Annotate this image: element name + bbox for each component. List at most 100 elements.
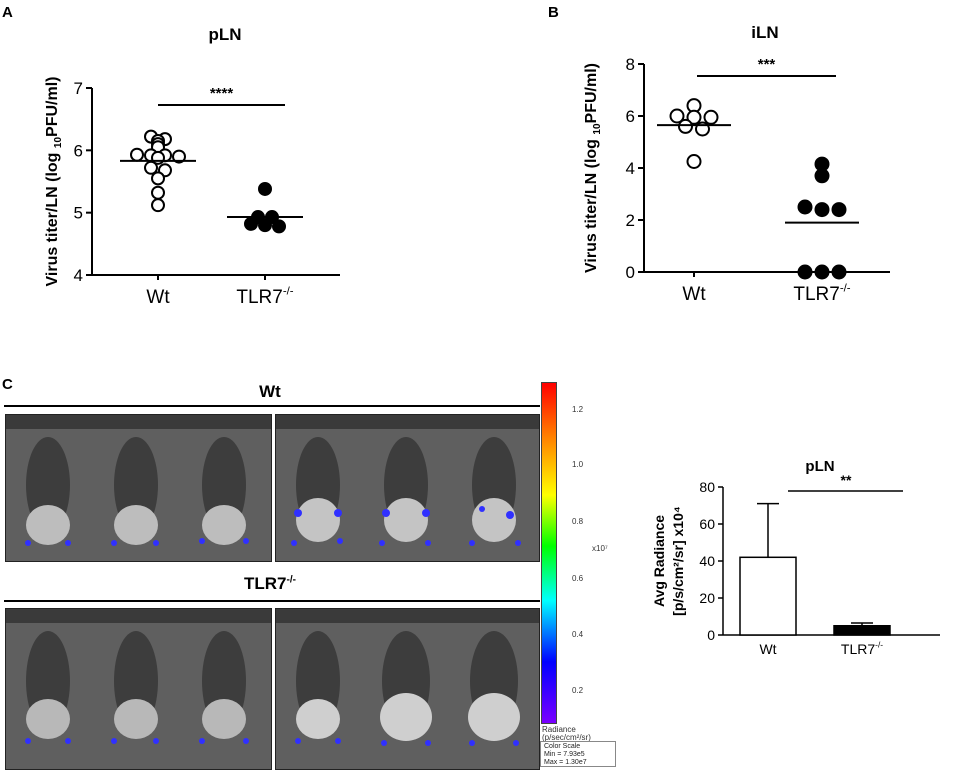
y-axis-label-post: PFU/ml) xyxy=(44,77,61,137)
colorbar-unit-line1: Radiance xyxy=(542,725,576,734)
data-point-open xyxy=(151,198,165,213)
data-point-filled xyxy=(258,181,272,196)
y-tick-label: 7 xyxy=(74,79,83,98)
y-tick-label: 20 xyxy=(699,590,715,606)
data-point-filled xyxy=(814,168,830,184)
y-axis-label-post: PFU/ml) xyxy=(583,63,600,123)
colorbar-tick: 1.2 xyxy=(572,405,584,414)
y-tick-label: 8 xyxy=(626,55,635,74)
significance-label: *** xyxy=(758,56,776,73)
chart-a-pln-virus-titer: pLN 4 5 6 7 Virus titer/LN (log 10PFU/ml) Wt TL… xyxy=(44,25,340,308)
y-axis-label: Virus titer/LN (log 10PFU/ml) xyxy=(583,63,603,273)
panel-label-c: C xyxy=(2,376,13,393)
radiance-colorbar xyxy=(541,382,557,724)
data-point-filled xyxy=(244,216,258,231)
x-category-label-main: Wt xyxy=(759,641,776,657)
colorbar-tick: 1.0 xyxy=(572,460,584,469)
data-point-open xyxy=(151,171,165,186)
chart-title: iLN xyxy=(751,23,778,42)
colorbar-unit-line2: (p/sec/cm²/sr) xyxy=(542,733,591,742)
x-category-label-main: Wt xyxy=(682,284,706,305)
y-tick-label: 2 xyxy=(626,211,635,230)
x-category-label-main: Wt xyxy=(146,287,170,308)
tlr7-group-title: TLR7-/- xyxy=(220,574,320,594)
tlr7-group-title-main: TLR7 xyxy=(244,574,287,593)
y-tick-label: 5 xyxy=(74,204,83,223)
data-point-filled xyxy=(797,264,813,280)
panel-label-a: A xyxy=(2,4,13,21)
x-category-label-sup: -/- xyxy=(283,285,294,297)
color-scale-title: Color Scale xyxy=(544,743,581,750)
tlr7-group-rule xyxy=(4,600,540,602)
data-point-filled xyxy=(814,202,830,218)
significance-label: ** xyxy=(841,472,852,488)
wt-group-rule xyxy=(4,405,540,407)
x-category-label: Wt xyxy=(759,641,776,657)
wt-mouse-image-2 xyxy=(275,414,540,562)
wt-group-title: Wt xyxy=(259,382,281,401)
data-point-filled xyxy=(797,199,813,215)
y-axis-label-line2: [p/s/cm²/sr] x10⁴ xyxy=(670,506,686,616)
x-category-label: Wt xyxy=(682,284,706,305)
y-tick-label: 0 xyxy=(707,627,715,643)
data-point-open xyxy=(678,118,693,134)
color-scale-min: Min = 7.93e5 xyxy=(544,751,585,758)
x-category-label-main: TLR7 xyxy=(841,641,875,657)
chart-b-iln-virus-titer: iLN 0 2 4 6 8 Virus titer/LN (log 10PFU/ml) Wt T… xyxy=(583,23,890,305)
data-point-open xyxy=(130,147,144,162)
colorbar-tick: 0.2 xyxy=(572,686,584,695)
colorbar-exponent: x10⁷ xyxy=(592,544,608,553)
y-axis-label-sub: 10 xyxy=(592,123,603,135)
colorbar-tick: 0.6 xyxy=(572,574,584,583)
data-point-open xyxy=(686,109,702,125)
y-axis-label-pre: Virus titer/LN (log xyxy=(44,148,61,286)
color-scale-box: Color Scale Min = 7.93e5 Max = 1.30e7 xyxy=(540,741,616,767)
colorbar-tick: 0.8 xyxy=(572,517,584,526)
data-point-filled xyxy=(831,202,847,218)
y-tick-label: 6 xyxy=(74,141,83,160)
data-point-filled xyxy=(831,264,847,280)
colorbar-tick: 0.4 xyxy=(572,630,584,639)
x-category-label-sup: -/- xyxy=(840,282,851,294)
data-point-filled xyxy=(814,264,830,280)
y-tick-label: 40 xyxy=(699,553,715,569)
data-point-filled xyxy=(258,218,272,233)
tlr7-mouse-image-1 xyxy=(5,608,272,770)
data-point-filled xyxy=(272,219,286,234)
panel-label-b: B xyxy=(548,4,559,21)
y-tick-label: 0 xyxy=(626,263,635,282)
chart-title: pLN xyxy=(805,458,834,475)
chart-c-pln-avg-radiance: pLN 0 20 40 60 80 Avg Radiance [p/s/cm²/sr] x10… xyxy=(651,458,940,657)
y-axis-label-sub: 10 xyxy=(53,137,64,149)
color-scale-max: Max = 1.30e7 xyxy=(544,759,587,766)
y-tick-label: 4 xyxy=(74,266,83,285)
y-tick-label: 60 xyxy=(699,516,715,532)
x-category-label: Wt xyxy=(146,287,170,308)
significance-label: **** xyxy=(210,85,234,102)
tlr7-mouse-image-2 xyxy=(275,608,540,770)
y-tick-label: 80 xyxy=(699,479,715,495)
data-point-open xyxy=(703,109,719,125)
data-point-open xyxy=(172,149,186,164)
chart-title: pLN xyxy=(208,25,241,44)
tlr7-mouse-image-1-drawing xyxy=(6,609,271,744)
data-point-open xyxy=(669,108,685,124)
wt-mouse-image-1 xyxy=(5,414,272,562)
y-axis-label-line1: Avg Radiance xyxy=(651,515,667,607)
x-category-label-main: TLR7 xyxy=(236,287,282,308)
tlr7-group-title-sup: -/- xyxy=(286,574,296,586)
x-category-label: TLR7-/- xyxy=(793,282,850,305)
y-tick-label: 6 xyxy=(626,107,635,126)
wt-mouse-image-1-drawing xyxy=(6,415,271,546)
bar xyxy=(833,625,891,636)
wt-mouse-image-2-drawing xyxy=(276,415,539,546)
x-category-label-main: TLR7 xyxy=(793,284,839,305)
data-point-open xyxy=(686,154,702,169)
x-category-label-sup: -/- xyxy=(875,640,883,650)
bar xyxy=(739,556,797,636)
x-category-label: TLR7-/- xyxy=(841,640,883,657)
x-category-label: TLR7-/- xyxy=(236,285,293,308)
data-point-open xyxy=(151,185,165,200)
y-axis-label: Virus titer/LN (log 10PFU/ml) xyxy=(44,77,64,287)
tlr7-mouse-image-2-drawing xyxy=(276,609,539,746)
